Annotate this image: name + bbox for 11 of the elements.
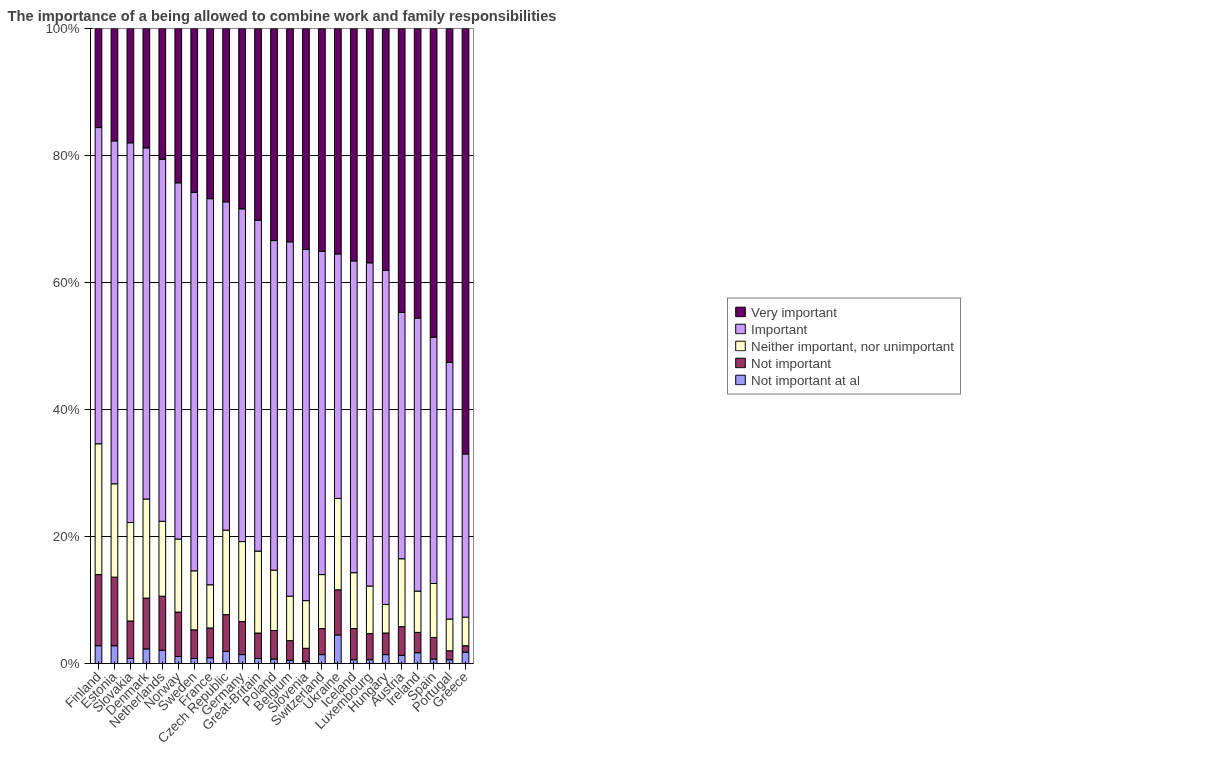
legend-label: Not important at al xyxy=(751,372,860,387)
legend-label: Neither important, nor unimportant xyxy=(751,338,954,353)
y-tick-label: 60% xyxy=(52,275,80,290)
y-tick-label: 20% xyxy=(52,529,80,544)
legend-label: Not important xyxy=(751,355,832,370)
legend-label: Important xyxy=(751,321,808,336)
y-tick-label: 0% xyxy=(60,656,80,671)
y-tick-label: 40% xyxy=(52,402,80,417)
y-tick-label: 80% xyxy=(52,148,80,163)
legend-label: Very important xyxy=(751,304,837,319)
chart-title: The importance of a being allowed to combine work and family responsibilities xyxy=(7,7,557,24)
